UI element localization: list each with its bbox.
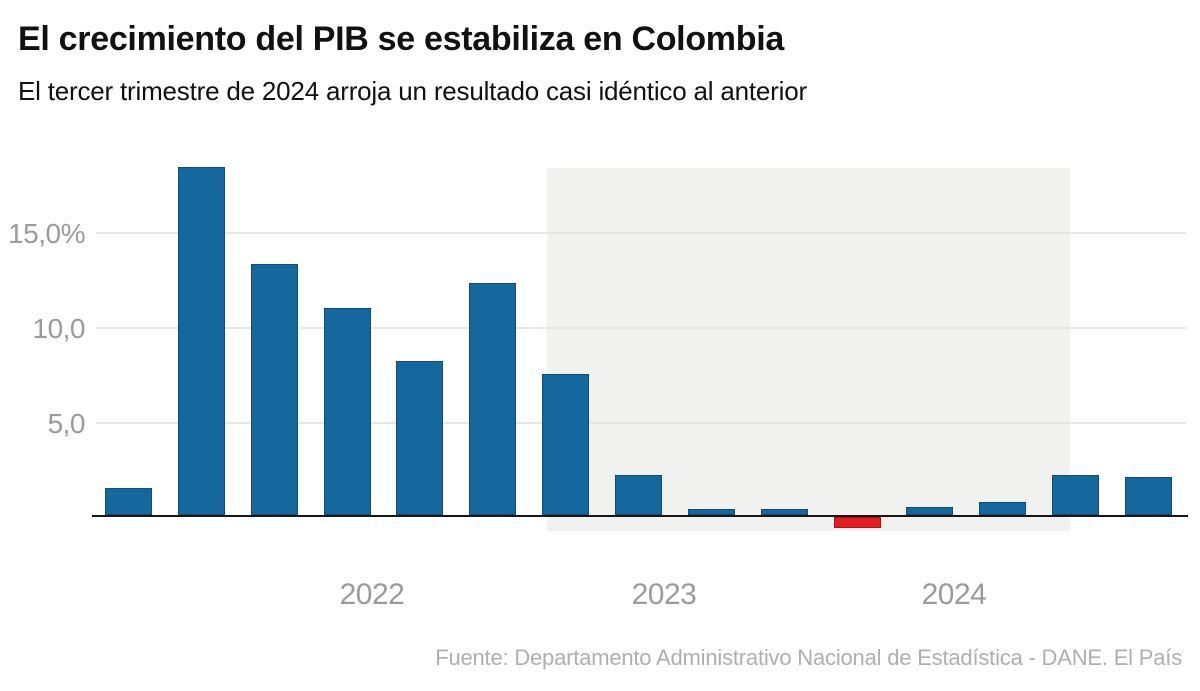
chart-subtitle: El tercer trimestre de 2024 arroja un re… (18, 76, 807, 106)
bar-2024-T2 (1052, 475, 1099, 515)
bar-2022-T2 (469, 283, 516, 515)
x-axis-line (92, 515, 1188, 517)
gridline-15 (96, 232, 1186, 234)
bar-2023-T4 (906, 507, 953, 515)
bar-2024-T3 (1125, 477, 1172, 515)
source-credit: Fuente: Departamento Administrativo Naci… (435, 645, 1182, 670)
bar-2023-T1 (688, 509, 735, 515)
highlight-band (547, 168, 1070, 531)
y-axis-tick-10: 10,0 (32, 313, 86, 344)
x-axis-label-2023: 2023 (631, 578, 697, 611)
bar-2022-T3 (542, 374, 589, 515)
x-axis-label-2022: 2022 (339, 578, 405, 611)
gridline-10 (96, 327, 1186, 329)
bar-2022-T1 (396, 361, 443, 515)
bar-2024-T1 (979, 502, 1026, 515)
x-axis-label-2024: 2024 (921, 578, 987, 611)
gridline-5 (96, 422, 1186, 424)
chart-title: El crecimiento del PIB se estabiliza en … (18, 20, 784, 58)
bar-2023-T2 (761, 509, 808, 515)
bar-2021-T3 (251, 264, 298, 515)
bar-2022-T4 (615, 475, 662, 515)
bar-2021-T2 (178, 167, 225, 515)
bar-2021-T1 (105, 488, 152, 515)
y-axis-tick-5: 5,0 (47, 408, 86, 439)
bar-2021-T4 (324, 308, 371, 515)
bar-2023-T3 (834, 517, 881, 528)
y-axis-tick-15: 15,0% (8, 218, 85, 249)
